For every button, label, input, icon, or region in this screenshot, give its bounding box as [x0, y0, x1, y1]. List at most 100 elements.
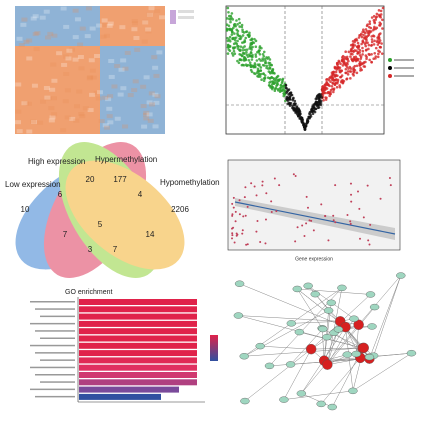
- scatter-point: [244, 214, 247, 217]
- scatter-point: [324, 214, 327, 217]
- volcano-point: [345, 57, 348, 60]
- heat-cell: [101, 18, 108, 23]
- volcano-point: [288, 92, 292, 95]
- volcano-point: [381, 27, 384, 30]
- volcano-point: [230, 33, 234, 36]
- bar: [79, 320, 197, 327]
- bar: [79, 350, 197, 357]
- volcano-point: [239, 48, 242, 52]
- volcano-point: [331, 76, 335, 80]
- volcano-point: [268, 58, 272, 61]
- heat-cell: [154, 94, 161, 99]
- volcano-point: [227, 10, 230, 14]
- volcano-point: [248, 61, 252, 65]
- volcano-point: [250, 70, 254, 74]
- bar-label-placeholder: [35, 395, 75, 398]
- heat-cell: [96, 90, 103, 95]
- volcano-point: [282, 88, 286, 92]
- node: [279, 396, 289, 403]
- node: [285, 361, 296, 368]
- scatter-point: [296, 226, 299, 229]
- scatter-point: [234, 220, 237, 223]
- volcano-point: [329, 75, 332, 79]
- volcano-point: [375, 26, 379, 30]
- volcano-point: [295, 109, 299, 113]
- volcano-point: [262, 50, 266, 54]
- volcano-point: [291, 97, 295, 100]
- scatter-point: [305, 195, 308, 198]
- volcano-point: [325, 78, 329, 81]
- volcano-point: [370, 35, 373, 38]
- volcano-point: [365, 48, 368, 52]
- venn-label: High expression: [28, 157, 85, 166]
- scatter-point: [243, 196, 246, 199]
- volcano-point: [377, 52, 380, 56]
- node: [294, 328, 305, 336]
- volcano-point: [261, 53, 265, 56]
- bar-label-placeholder: [40, 381, 75, 383]
- heat-cell: [117, 92, 124, 97]
- heat-cell: [153, 73, 160, 78]
- heat-cell: [23, 39, 30, 44]
- volcano-point: [245, 64, 249, 68]
- heat-cell: [140, 104, 147, 109]
- volcano-point: [246, 55, 250, 58]
- heat-cell: [148, 6, 155, 11]
- node: [286, 320, 297, 327]
- heat-cell: [148, 102, 155, 107]
- volcano-point: [231, 54, 235, 57]
- volcano-point: [256, 67, 260, 71]
- volcano-point: [264, 61, 268, 65]
- heat-cell: [32, 14, 39, 19]
- volcano-point: [336, 63, 339, 66]
- edge: [301, 393, 333, 408]
- heat-cell: [103, 33, 110, 38]
- volcano-point: [250, 55, 253, 58]
- volcano-point: [254, 65, 257, 69]
- volcano-point: [312, 106, 316, 110]
- volcano-point: [238, 34, 242, 38]
- heat-cell: [44, 95, 51, 100]
- volcano-point: [272, 76, 275, 80]
- volcano-point: [360, 62, 364, 66]
- volcano-point: [230, 52, 234, 55]
- volcano-point: [358, 51, 361, 54]
- volcano-point: [374, 16, 378, 19]
- volcano-point: [240, 25, 244, 29]
- heat-cell: [87, 108, 94, 113]
- heat-cell: [77, 54, 84, 59]
- volcano-point: [350, 49, 353, 53]
- volcano-point: [321, 85, 324, 89]
- volcano-point: [293, 99, 297, 103]
- scatter-point: [259, 241, 262, 244]
- volcano-point: [229, 14, 233, 18]
- venn-count: 2206: [171, 205, 189, 214]
- heat-cell: [40, 99, 47, 104]
- bar-label-placeholder: [40, 315, 75, 318]
- node: [316, 400, 326, 408]
- heat-cell: [34, 31, 41, 36]
- node: [318, 325, 328, 333]
- heat-cell: [108, 59, 115, 64]
- volcano-point: [238, 25, 242, 28]
- heat-cell: [153, 100, 160, 105]
- scatter-point: [255, 194, 258, 197]
- bar-label-placeholder: [30, 301, 75, 303]
- edge: [369, 275, 402, 359]
- volcano-point: [261, 59, 265, 62]
- heat-cell: [63, 71, 70, 76]
- volcano-point: [373, 21, 377, 25]
- heat-cell: [133, 36, 140, 41]
- scatter-point: [350, 200, 353, 203]
- volcano-point: [249, 43, 252, 47]
- heat-cell: [79, 114, 86, 119]
- heat-cell: [26, 56, 33, 61]
- volcano-point: [231, 18, 235, 21]
- edge: [297, 288, 323, 329]
- heat-cell: [50, 62, 57, 67]
- scatter-point: [246, 243, 249, 246]
- scatter-point: [232, 196, 235, 199]
- heat-cell: [26, 38, 33, 43]
- volcano-point: [379, 22, 383, 26]
- heat-cell: [118, 67, 125, 72]
